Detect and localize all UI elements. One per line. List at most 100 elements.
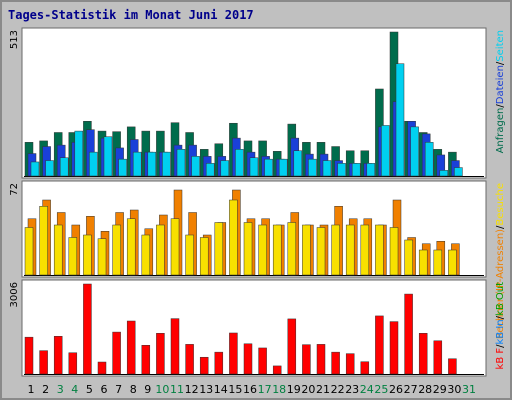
day-label-9: 9 — [144, 383, 151, 396]
bar-bottom-kb-f-day-8 — [126, 320, 136, 375]
bar-bottom-kb-f-day-27 — [404, 293, 413, 375]
day-label-16: 16 — [243, 383, 257, 396]
day-label-6: 6 — [101, 383, 108, 396]
y-max-label-top: 513 — [9, 30, 20, 49]
bar-top-seiten-day-14 — [220, 160, 230, 177]
bar-top-seiten-day-19 — [293, 150, 303, 177]
bar-top-seiten-day-20 — [308, 158, 317, 177]
bar-middle-besuche-day-20 — [302, 224, 311, 276]
bar-bottom-kb-f-day-22 — [331, 351, 340, 375]
bar-middle-besuche-day-17 — [258, 224, 267, 276]
bar-middle-besuche-day-7 — [112, 224, 121, 276]
bar-middle-besuche-day-18 — [272, 224, 282, 276]
day-label-5: 5 — [86, 383, 93, 396]
bar-top-seiten-day-3 — [59, 157, 69, 177]
bar-bottom-kb-f-day-3 — [53, 336, 63, 375]
legend-middle-part-1: / — [495, 225, 506, 229]
bar-bottom-kb-f-day-18 — [272, 365, 282, 375]
day-label-4: 4 — [71, 383, 78, 396]
day-label-19: 19 — [287, 383, 301, 396]
bar-bottom-kb-f-day-23 — [345, 353, 355, 375]
bar-top-seiten-day-4 — [74, 130, 84, 177]
bar-bottom-kb-f-day-25 — [375, 315, 384, 375]
day-label-26: 26 — [389, 383, 403, 396]
bar-top-seiten-day-24 — [366, 163, 376, 177]
bar-bottom-kb-f-day-6 — [97, 361, 107, 375]
bar-top-seiten-day-23 — [351, 163, 361, 177]
panel-bottom: 3006 — [9, 279, 487, 377]
bar-top-seiten-day-5 — [89, 151, 98, 177]
bar-middle-besuche-day-14 — [214, 222, 224, 276]
bar-top-seiten-day-9 — [147, 151, 157, 177]
day-label-28: 28 — [418, 383, 432, 396]
bar-bottom-kb-f-day-13 — [199, 356, 209, 375]
legend-bottom-part-2: kB In — [495, 319, 506, 344]
bar-middle-besuche-day-22 — [331, 224, 340, 276]
bar-top-seiten-day-30 — [454, 167, 463, 177]
day-axis: 1 2 3 4 5 6 7 8 9 10 11 12 13 14 15 16 17 18 19 20 21 22 23 24 2… — [28, 383, 477, 396]
bar-top-seiten-day-13 — [205, 163, 215, 177]
day-label-13: 13 — [199, 383, 213, 396]
day-label-24: 24 — [360, 383, 374, 396]
bar-bottom-kb-f-day-11 — [170, 318, 180, 375]
bar-middle-besuche-day-5 — [83, 234, 92, 276]
y-max-label-middle: 72 — [9, 183, 20, 196]
bar-bottom-kb-f-day-9 — [141, 345, 151, 375]
legend-top-part-3: / — [495, 61, 506, 65]
day-label-1: 1 — [28, 383, 35, 396]
bar-top-seiten-day-2 — [45, 160, 54, 177]
bar-bottom-kb-f-day-30 — [448, 358, 457, 375]
legend-middle-part-0: Rechner (IP-Adressen) — [495, 229, 506, 339]
bar-middle-besuche-day-24 — [360, 224, 370, 276]
legend-top-part-1: / — [495, 104, 506, 108]
bar-middle-besuche-day-15 — [229, 199, 238, 276]
bar-top-seiten-day-1 — [30, 161, 40, 177]
bar-bottom-kb-f-day-10 — [156, 333, 165, 375]
day-label-27: 27 — [404, 383, 418, 396]
day-label-10: 10 — [155, 383, 169, 396]
day-label-2: 2 — [42, 383, 49, 396]
day-label-23: 23 — [345, 383, 359, 396]
day-label-12: 12 — [185, 383, 199, 396]
bar-bottom-kb-f-day-16 — [243, 343, 253, 375]
day-label-21: 21 — [316, 383, 330, 396]
bar-top-seiten-day-17 — [264, 158, 273, 177]
day-label-14: 14 — [214, 383, 228, 396]
bar-top-seiten-day-12 — [191, 156, 200, 177]
bar-middle-besuche-day-11 — [170, 218, 180, 276]
bar-bottom-kb-f-day-29 — [433, 340, 443, 375]
bar-top-seiten-day-15 — [235, 149, 244, 177]
panel-middle: 72 — [9, 180, 487, 278]
bar-middle-besuche-day-1 — [24, 227, 34, 276]
bar-top-seiten-day-29 — [439, 170, 449, 177]
bar-middle-besuche-day-3 — [53, 224, 63, 276]
day-label-3: 3 — [57, 383, 64, 396]
bar-bottom-kb-f-day-14 — [214, 351, 224, 375]
day-label-15: 15 — [228, 383, 242, 396]
bar-top-seiten-day-6 — [103, 136, 113, 177]
bar-bottom-kb-f-day-20 — [302, 344, 311, 375]
bar-middle-besuche-day-16 — [243, 222, 253, 276]
bar-middle-besuche-day-6 — [97, 238, 107, 276]
bar-top-seiten-day-10 — [162, 151, 171, 177]
bar-bottom-kb-f-day-17 — [258, 347, 267, 375]
bar-top-seiten-day-7 — [118, 158, 127, 177]
bar-middle-besuche-day-26 — [389, 227, 399, 276]
bar-top-seiten-day-26 — [395, 63, 405, 177]
day-label-31: 31 — [462, 383, 476, 396]
bar-middle-besuche-day-25 — [375, 224, 384, 276]
day-label-30: 30 — [447, 383, 461, 396]
legend-bottom: kB F/kB In/kB Out — [495, 282, 506, 370]
bar-middle-besuche-day-4 — [68, 237, 78, 276]
bar-bottom-kb-f-day-26 — [389, 321, 399, 375]
day-label-8: 8 — [130, 383, 137, 396]
bar-top-seiten-day-8 — [132, 151, 142, 177]
bar-bottom-kb-f-day-1 — [24, 336, 34, 375]
bar-top-seiten-day-25 — [381, 125, 390, 177]
bar-top-seiten-day-11 — [176, 149, 186, 177]
legend-bottom-part-1: / — [495, 344, 506, 348]
bar-middle-besuche-day-23 — [345, 224, 355, 276]
bar-middle-besuche-day-21 — [316, 227, 326, 276]
bar-bottom-kb-f-day-15 — [229, 332, 238, 375]
bar-bottom-kb-f-day-24 — [360, 361, 370, 375]
